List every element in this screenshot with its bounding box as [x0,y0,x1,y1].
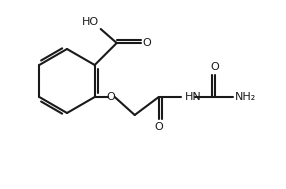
Text: O: O [143,38,152,48]
Text: O: O [106,92,115,102]
Text: NH₂: NH₂ [235,92,256,102]
Text: HO: HO [82,17,99,27]
Text: O: O [154,122,163,132]
Text: HN: HN [185,92,201,102]
Text: O: O [210,62,219,72]
